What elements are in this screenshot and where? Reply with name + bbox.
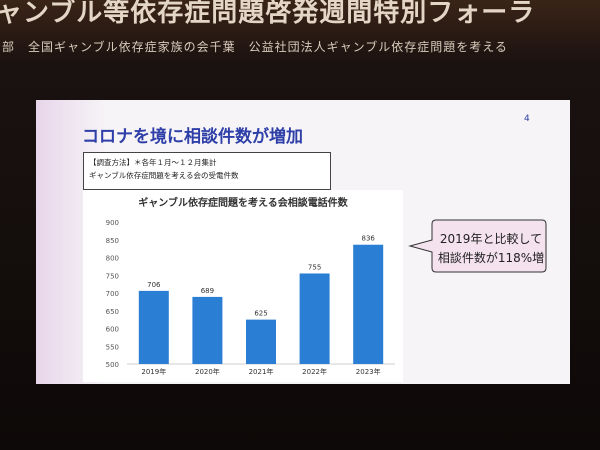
slide-page-number: 4 xyxy=(524,114,530,124)
y-tick-label: 700 xyxy=(106,290,119,298)
callout-text-line2: 相談件数が118%増 xyxy=(437,251,545,265)
survey-method-line: 【調査方法】＊各年１月～１２月集計 xyxy=(89,158,217,167)
bar xyxy=(192,296,223,364)
y-tick-label: 900 xyxy=(106,219,119,227)
x-tick-label: 2023年 xyxy=(356,367,381,376)
bar xyxy=(353,244,384,364)
y-tick-label: 850 xyxy=(106,237,119,245)
y-tick-label: 800 xyxy=(106,255,119,263)
chart-title: ギャンブル依存症問題を考える会相談電話件数 xyxy=(138,196,348,209)
bar-value-label: 836 xyxy=(362,235,376,243)
survey-method-box: 【調査方法】＊各年１月～１２月集計 ギャンブル依存症問題を考える会の受電件数 xyxy=(83,152,331,190)
event-banner: ャンブル等依存症問題啓発週間特別フォーラ 部 全国ギャンブル依存症家族の会千葉 … xyxy=(0,0,600,62)
bar-chart: ギャンブル依存症問題を考える会相談電話件数 500 550 600 650 700 750 8… xyxy=(106,196,395,376)
bar xyxy=(246,319,276,364)
bar-value-label: 625 xyxy=(254,310,267,318)
bar-value-label: 755 xyxy=(308,263,321,271)
y-tick-label: 550 xyxy=(106,343,119,351)
y-tick-label: 750 xyxy=(106,272,119,280)
survey-source-line: ギャンブル依存症問題を考える会の受電件数 xyxy=(89,171,239,180)
event-organizers: 部 全国ギャンブル依存症家族の会千葉 公益社団法人ギャンブル依存症問題を考える xyxy=(2,40,508,54)
bar-value-label: 706 xyxy=(147,281,161,289)
projection-screen: コロナを境に相談件数が増加 4 【調査方法】＊各年１月～１２月集計 ギャンブル依… xyxy=(36,100,570,384)
y-tick-label: 500 xyxy=(106,361,119,369)
x-tick-label: 2022年 xyxy=(302,367,327,376)
x-tick-label: 2020年 xyxy=(195,367,220,376)
slide-title: コロナを境に相談件数が増加 xyxy=(82,127,303,147)
event-title: ャンブル等依存症問題啓発週間特別フォーラ xyxy=(0,0,536,28)
callout-bubble xyxy=(408,219,547,273)
callout-text-line1: 2019年と比較して xyxy=(439,232,543,246)
bar xyxy=(299,273,330,364)
y-tick-label: 600 xyxy=(106,326,119,334)
comparison-callout: 2019年と比較して 相談件数が118%増 xyxy=(406,218,548,274)
chart-panel: ギャンブル依存症問題を考える会相談電話件数 500 550 600 650 700 750 8… xyxy=(83,190,403,382)
bar-value-label: 689 xyxy=(201,287,214,295)
bar xyxy=(138,290,169,364)
y-tick-label: 650 xyxy=(106,308,119,316)
x-tick-label: 2019年 xyxy=(141,367,166,376)
x-tick-label: 2021年 xyxy=(249,367,274,376)
